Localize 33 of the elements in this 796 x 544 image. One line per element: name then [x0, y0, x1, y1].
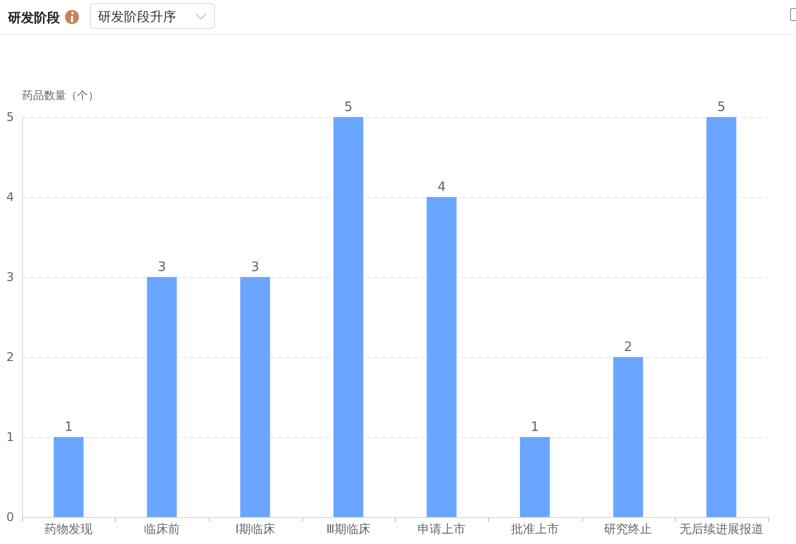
data-label: 2	[624, 340, 632, 355]
x-tick-label: 临床前	[144, 522, 180, 536]
y-tick-label: 0	[6, 510, 14, 524]
x-tick-label: 药物发现	[44, 522, 93, 536]
y-tick-label: 2	[6, 350, 14, 364]
chart-title: 研发阶段	[7, 11, 61, 26]
bar	[146, 277, 177, 517]
y-tick-label: 4	[6, 190, 14, 204]
data-label: 1	[530, 420, 540, 435]
y-tick-label: 1	[6, 430, 14, 444]
bar	[240, 277, 270, 517]
data-label: 5	[344, 100, 353, 115]
data-label: 3	[250, 260, 260, 275]
bar	[333, 117, 364, 517]
bar	[520, 437, 550, 517]
data-label: 1	[64, 420, 73, 435]
y-axis-title: 药品数量（个）	[22, 89, 99, 102]
data-label: 3	[158, 260, 166, 275]
bar	[706, 117, 736, 517]
x-tick-label: Ⅰ期临床	[235, 522, 275, 536]
x-tick-label: 无后续进展报道	[679, 522, 764, 536]
dropdown: 研发阶段升序	[90, 3, 215, 29]
x-tick-label: Ⅲ期临床	[326, 522, 371, 536]
y-tick-label: 5	[6, 110, 14, 124]
x-tick-label: 申请上市	[418, 522, 466, 536]
bar	[613, 357, 644, 517]
data-label: 5	[717, 100, 726, 115]
bar	[426, 197, 457, 517]
bar	[54, 437, 84, 517]
x-tick-label: 研究终止	[604, 522, 652, 536]
data-label: 4	[437, 180, 446, 195]
x-tick-label: 批准上市	[510, 522, 559, 536]
y-tick-label: 3	[6, 270, 14, 284]
